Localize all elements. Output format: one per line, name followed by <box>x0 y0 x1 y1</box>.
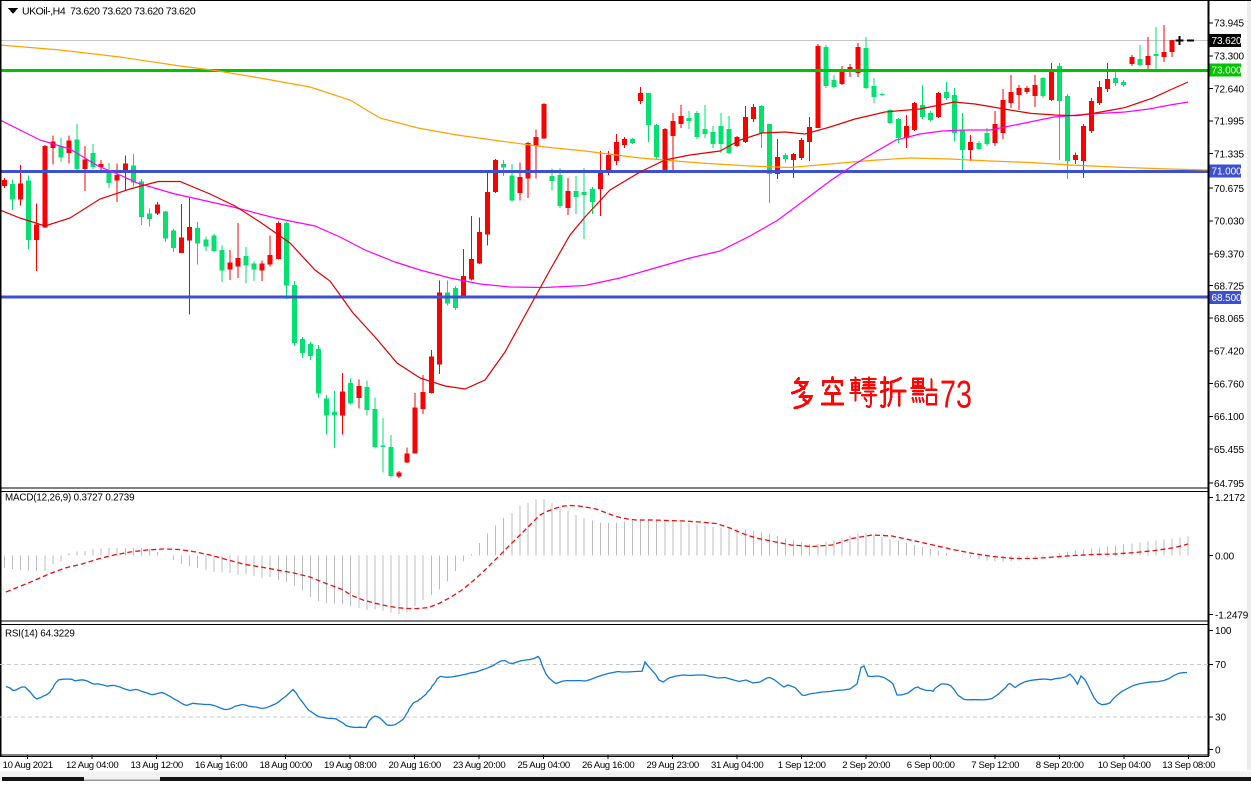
svg-text:12 Aug 04:00: 12 Aug 04:00 <box>66 760 118 771</box>
svg-text:MACD(12,26,9) 0.3727 0.2739: MACD(12,26,9) 0.3727 0.2739 <box>5 493 134 504</box>
svg-text:1.2172: 1.2172 <box>1215 493 1246 504</box>
svg-text:-1.2479: -1.2479 <box>1215 610 1249 621</box>
svg-text:16 Aug 16:00: 16 Aug 16:00 <box>195 760 247 771</box>
svg-text:69.370: 69.370 <box>1214 250 1245 261</box>
svg-text:23 Aug 20:00: 23 Aug 20:00 <box>453 760 505 771</box>
svg-text:30: 30 <box>1215 713 1226 724</box>
svg-text:71.335: 71.335 <box>1214 149 1245 160</box>
svg-text:70.030: 70.030 <box>1214 217 1245 228</box>
svg-text:72.640: 72.640 <box>1214 84 1245 95</box>
svg-text:2 Sep 20:00: 2 Sep 20:00 <box>842 760 890 771</box>
svg-text:73.945: 73.945 <box>1214 19 1245 30</box>
svg-text:70: 70 <box>1215 660 1226 671</box>
svg-text:64.795: 64.795 <box>1214 479 1245 490</box>
svg-text:0: 0 <box>1215 745 1221 756</box>
svg-text:68.500: 68.500 <box>1212 293 1243 304</box>
svg-text:0.00: 0.00 <box>1215 551 1235 562</box>
svg-text:25 Aug 04:00: 25 Aug 04:00 <box>518 760 570 771</box>
svg-text:66.100: 66.100 <box>1214 412 1245 423</box>
svg-text:29 Aug 23:00: 29 Aug 23:00 <box>647 760 699 771</box>
svg-text:10 Aug 2021: 10 Aug 2021 <box>3 760 53 771</box>
svg-text:1 Sep 12:00: 1 Sep 12:00 <box>778 760 826 771</box>
svg-text:73: 73 <box>940 374 972 417</box>
svg-text:13 Aug 12:00: 13 Aug 12:00 <box>131 760 183 771</box>
svg-text:20 Aug 16:00: 20 Aug 16:00 <box>389 760 441 771</box>
svg-text:73.620: 73.620 <box>1212 36 1243 47</box>
svg-text:68.725: 68.725 <box>1214 281 1245 292</box>
svg-text:71.995: 71.995 <box>1214 117 1245 128</box>
svg-text:71.000: 71.000 <box>1212 167 1243 178</box>
svg-text:31 Aug 04:00: 31 Aug 04:00 <box>711 760 763 771</box>
svg-text:100: 100 <box>1215 626 1232 637</box>
svg-text:67.420: 67.420 <box>1214 347 1245 358</box>
svg-text:8 Sep 20:00: 8 Sep 20:00 <box>1036 760 1084 771</box>
svg-text:19 Aug 08:00: 19 Aug 08:00 <box>324 760 376 771</box>
svg-text:7 Sep 12:00: 7 Sep 12:00 <box>971 760 1019 771</box>
svg-text:18 Aug 00:00: 18 Aug 00:00 <box>260 760 312 771</box>
svg-text:RSI(14) 64.3229: RSI(14) 64.3229 <box>5 629 75 640</box>
svg-text:6 Sep 00:00: 6 Sep 00:00 <box>907 760 955 771</box>
svg-text:68.065: 68.065 <box>1214 314 1245 325</box>
svg-text:13 Sep 08:00: 13 Sep 08:00 <box>1162 760 1215 771</box>
svg-text:UKOil-,H4 73.620 73.620 73.62: UKOil-,H4 73.620 73.620 73.620 73.620 <box>22 6 196 18</box>
svg-text:10 Sep 04:00: 10 Sep 04:00 <box>1098 760 1151 771</box>
svg-text:66.760: 66.760 <box>1214 379 1245 390</box>
svg-text:65.455: 65.455 <box>1214 445 1245 456</box>
svg-text:73.300: 73.300 <box>1214 52 1245 63</box>
svg-text:73.000: 73.000 <box>1212 66 1243 77</box>
svg-text:70.675: 70.675 <box>1214 184 1245 195</box>
svg-text:26 Aug 16:00: 26 Aug 16:00 <box>582 760 634 771</box>
